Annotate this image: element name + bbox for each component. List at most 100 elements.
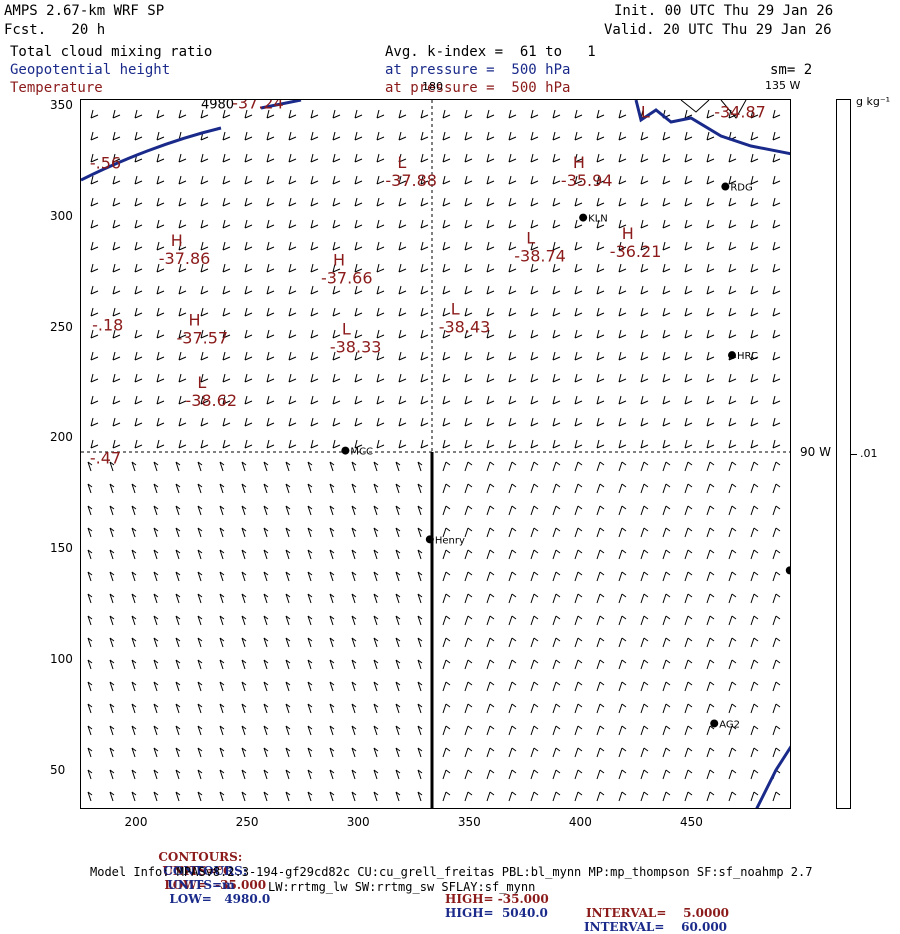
wind-barb (618, 285, 627, 295)
stations-layer: RDG KLN HRC MCC Henry AG2 (341, 182, 791, 730)
wind-barb (376, 351, 385, 361)
wind-barb (354, 109, 363, 119)
wind-barb (398, 417, 407, 427)
wind-barb (153, 747, 159, 758)
wind-barb (684, 725, 693, 736)
field-geopotential: Geopotential height (10, 62, 171, 78)
wind-barb (662, 703, 671, 714)
wind-barb (263, 637, 269, 648)
contours-height-low: LOW= 4980.0 (169, 892, 271, 906)
wind-barb (530, 395, 539, 405)
wind-barb (354, 307, 363, 317)
wind-barb (156, 351, 165, 361)
wind-barb (351, 681, 357, 692)
wind-barb (596, 505, 605, 516)
wind-barb (112, 241, 121, 251)
wind-barb (153, 791, 159, 802)
wind-barb (307, 769, 313, 780)
wind-barb (329, 483, 335, 494)
wind-barb (222, 131, 231, 141)
wind-barb (486, 439, 495, 449)
wind-barb (197, 681, 203, 692)
wind-barb (131, 549, 137, 560)
wind-barb (200, 153, 209, 163)
wind-barb (398, 285, 407, 295)
wind-barb (420, 417, 429, 427)
field-temperature: Temperature (10, 80, 103, 96)
wind-barb (618, 483, 627, 494)
wind-barb (109, 747, 115, 758)
init-time: Init. 00 UTC Thu 29 Jan 26 (614, 3, 834, 19)
wind-barb (307, 505, 313, 516)
wind-barb (486, 351, 495, 361)
wind-barb (442, 175, 451, 185)
station-marker[interactable] (785, 566, 791, 575)
wind-barb (442, 615, 451, 626)
wind-barb (618, 373, 627, 383)
wind-barb (508, 615, 517, 626)
height-contour-segment (260, 100, 302, 110)
wind-barb (244, 175, 253, 185)
wind-barb (398, 175, 407, 185)
wind-barb (772, 153, 781, 163)
wind-barb (772, 263, 781, 273)
wind-barb (662, 175, 671, 185)
wind-barb (420, 219, 429, 229)
wind-barb (772, 329, 781, 339)
wind-barb (241, 769, 247, 780)
wind-barb (222, 373, 231, 383)
valid-time: Valid. 20 UTC Thu 29 Jan 26 (604, 22, 832, 38)
temperature-value-label: -34.87 (714, 102, 766, 121)
wind-barb (87, 527, 93, 538)
wind-barb (530, 571, 539, 582)
wind-barb (750, 219, 759, 229)
station-marker[interactable] (710, 719, 719, 728)
wind-barb (486, 307, 495, 317)
wind-barb (244, 153, 253, 163)
wind-barb (596, 329, 605, 339)
wind-barb (728, 373, 737, 383)
wind-barb (263, 791, 269, 802)
station-marker[interactable] (425, 535, 434, 544)
wind-barb (640, 571, 649, 582)
wind-barb (618, 307, 627, 317)
wind-barb (530, 769, 539, 780)
wind-barb (373, 505, 379, 516)
wind-barb (662, 153, 671, 163)
wind-barb (728, 307, 737, 317)
station-marker[interactable] (728, 351, 737, 360)
wind-barb (332, 153, 341, 163)
wind-barb (706, 725, 715, 736)
wind-barb (706, 307, 715, 317)
wind-barb (640, 505, 649, 516)
wind-barb (442, 439, 451, 449)
wind-barb (530, 461, 539, 472)
wind-barb (131, 659, 137, 670)
wind-barb (87, 483, 93, 494)
temperature-extremum-symbol: H (573, 153, 585, 172)
wind-barb (508, 571, 517, 582)
wind-barb (134, 373, 143, 383)
wind-barb (728, 637, 737, 648)
wind-barb (464, 439, 473, 449)
wind-barb (398, 153, 407, 163)
wind-barb (241, 747, 247, 758)
wind-barb (219, 461, 225, 472)
station-marker[interactable] (341, 446, 350, 455)
wind-barb (178, 439, 187, 449)
wind-barb (178, 219, 187, 229)
wind-barb (772, 241, 781, 251)
wind-barb (420, 439, 429, 449)
wind-barb (156, 307, 165, 317)
station-marker[interactable] (579, 213, 588, 222)
wind-barb (109, 703, 115, 714)
wind-barb (596, 175, 605, 185)
wind-barb (244, 307, 253, 317)
station-marker[interactable] (721, 182, 730, 191)
wind-barb (596, 307, 605, 317)
wind-barb (552, 549, 561, 560)
wind-barb (241, 615, 247, 626)
wind-barb (684, 505, 693, 516)
wind-barb (244, 417, 253, 427)
wind-barb (197, 593, 203, 604)
